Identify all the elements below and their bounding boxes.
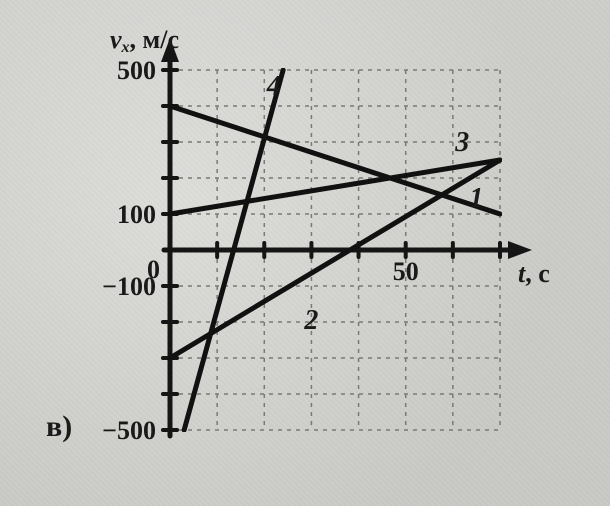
series-label-3: 3 — [454, 127, 469, 158]
y-axis-label: vx, м/с — [110, 30, 179, 56]
series-label-2: 2 — [303, 305, 318, 336]
series-label-4: 4 — [266, 71, 281, 102]
y-tick-label: −100 — [102, 272, 156, 301]
series-2 — [170, 160, 500, 358]
x-axis-label: t, с — [518, 259, 550, 288]
chart-svg: 12340100500−100−50050vx, м/сt, св) — [40, 30, 580, 470]
subplot-label: в) — [46, 410, 72, 443]
y-tick-label: 100 — [117, 200, 156, 229]
y-tick-label: 500 — [117, 56, 156, 85]
y-tick-label: −500 — [102, 416, 156, 445]
series-1 — [170, 106, 500, 214]
series-label-1: 1 — [469, 183, 483, 214]
velocity-time-chart: 12340100500−100−50050vx, м/сt, св) — [40, 30, 580, 470]
series-labels: 1 2 3 4 — [266, 71, 484, 336]
x-tick-label: 50 — [393, 257, 419, 286]
